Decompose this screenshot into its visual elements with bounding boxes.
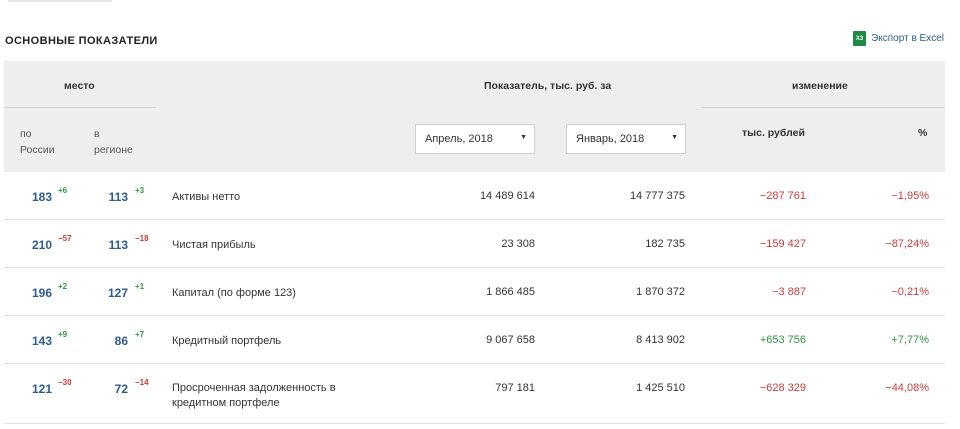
delta-region: +3 — [135, 186, 145, 195]
period2-select[interactable]: Январь, 2018 ▼ — [566, 124, 686, 154]
chevron-down-icon: ▼ — [520, 134, 527, 141]
table-header: место по России в регионе Показатель, ты… — [4, 61, 945, 172]
rank-region: 72 — [114, 382, 128, 396]
change-abs: −159 427 — [759, 238, 806, 250]
header-change-rub: тыс. рублей — [742, 127, 805, 139]
table-row: 143 +9 86 +7 Кредитный портфель 9 067 65… — [4, 316, 945, 364]
period1-value: Апрель, 2018 — [425, 133, 493, 145]
rank-region: 86 — [114, 334, 128, 348]
top-tab-indicator — [8, 0, 112, 2]
delta-region: +7 — [135, 330, 145, 339]
header-change-divider — [701, 107, 945, 108]
chevron-down-icon: ▼ — [671, 134, 678, 141]
change-pct: +7,77% — [891, 334, 929, 346]
value-period2: 1 870 372 — [636, 286, 685, 298]
excel-icon: X3 — [853, 31, 867, 46]
change-pct: −1,95% — [891, 190, 929, 202]
table-row: 121 −30 72 −14 Просроченная задолженност… — [4, 364, 945, 424]
table-row: 196 +2 127 +1 Капитал (по форме 123) 1 8… — [4, 268, 945, 316]
header-change: изменение — [792, 80, 848, 92]
change-abs: −3 887 — [772, 286, 806, 298]
table-row: 183 +6 113 +3 Активы нетто 14 489 614 14… — [4, 172, 945, 220]
period1-select[interactable]: Апрель, 2018 ▼ — [415, 124, 535, 154]
value-period1: 14 489 614 — [479, 190, 535, 202]
rank-russia: 121 — [31, 382, 52, 396]
value-period2: 8 413 902 — [636, 334, 685, 346]
delta-russia: +6 — [58, 186, 68, 195]
rank-russia: 196 — [31, 286, 52, 300]
indicator-name: Чистая прибыль — [172, 239, 256, 251]
export-excel-link[interactable]: X3 Экспорт в Excel — [853, 31, 944, 46]
header-indicator: Показатель, тыс. руб. за — [484, 80, 612, 92]
change-abs: +653 756 — [759, 334, 806, 346]
change-pct: −0,21% — [891, 286, 929, 298]
header-place-divider — [4, 107, 156, 108]
header-change-pct: % — [918, 127, 928, 139]
header-by-russia: по России — [20, 128, 55, 156]
period2-value: Январь, 2018 — [576, 133, 645, 145]
rank-russia: 183 — [31, 190, 52, 204]
rank-region: 127 — [107, 286, 128, 300]
change-abs: −287 761 — [759, 190, 806, 202]
value-period1: 9 067 658 — [486, 334, 535, 346]
section-title: ОСНОВНЫЕ ПОКАЗАТЕЛИ — [5, 35, 158, 47]
header-by-region: в регионе — [94, 128, 133, 156]
export-label: Экспорт в Excel — [871, 33, 944, 44]
rank-region: 113 — [108, 190, 128, 204]
delta-russia: +9 — [58, 330, 68, 339]
delta-region: +1 — [135, 282, 145, 291]
rank-russia: 143 — [31, 334, 52, 348]
indicator-name: Капитал (по форме 123) — [172, 287, 296, 299]
change-pct: −44,08% — [885, 382, 929, 394]
change-abs: −628 329 — [759, 382, 806, 394]
indicator-name: Просроченная задолженность в кредитном п… — [172, 382, 336, 409]
indicator-name: Активы нетто — [172, 191, 241, 203]
change-pct: −87,24% — [885, 238, 929, 250]
value-period1: 797 181 — [495, 382, 535, 394]
rank-region: 113 — [108, 238, 128, 252]
value-period2: 182 735 — [645, 238, 685, 250]
delta-russia: +2 — [58, 282, 68, 291]
header-place: место — [64, 80, 95, 92]
delta-region: −14 — [135, 378, 149, 387]
value-period2: 14 777 375 — [629, 190, 685, 202]
delta-russia: −30 — [58, 378, 72, 387]
value-period1: 23 308 — [501, 238, 535, 250]
table-row: 210 −57 113 −18 Чистая прибыль 23 308 18… — [4, 220, 945, 268]
rank-russia: 210 — [31, 238, 52, 252]
value-period2: 1 425 510 — [636, 382, 685, 394]
delta-region: −18 — [135, 234, 149, 243]
delta-russia: −57 — [58, 234, 72, 243]
value-period1: 1 866 485 — [486, 286, 535, 298]
indicator-name: Кредитный портфель — [172, 335, 282, 347]
